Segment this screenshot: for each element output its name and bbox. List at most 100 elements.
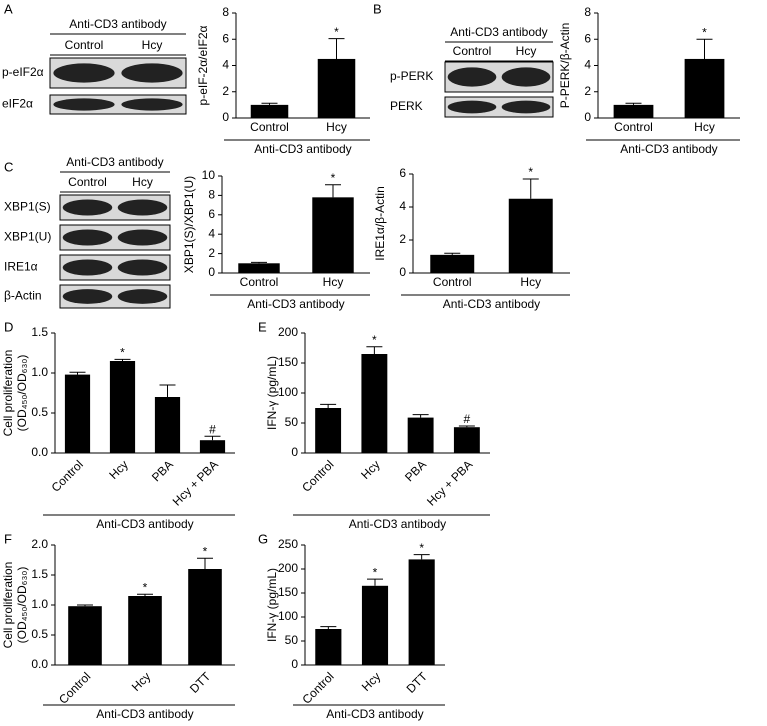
bar: [109, 361, 136, 453]
error-bar: [137, 593, 153, 596]
y-tick-label: 0: [291, 657, 298, 671]
blot-header: Anti-CD3 antibody: [66, 155, 163, 169]
x-tick-label: Control: [49, 457, 86, 494]
y-tick-label: 2: [222, 84, 229, 98]
blot-band: [53, 63, 115, 83]
y-tick-label: 6: [584, 31, 591, 45]
y-tick-label: 4: [222, 58, 229, 72]
significance-mark: *: [702, 25, 707, 39]
y-axis-title: (OD₄₅₀/OD₆₃₀): [15, 567, 29, 644]
y-tick-label: 0.5: [31, 627, 48, 641]
y-axis-title: P-PERK/β-Actin: [558, 23, 572, 109]
bar: [128, 596, 162, 665]
panel-label: B: [373, 1, 382, 16]
y-tick-label: 4: [399, 199, 406, 213]
x-tick-label: PBA: [402, 457, 429, 484]
y-axis-title: IRE1α/β-Actin: [373, 186, 387, 261]
bar: [453, 427, 480, 453]
y-tick-label: 200: [278, 561, 298, 575]
x-tick-label: Hcy: [129, 669, 154, 694]
x-axis-title: Anti-CD3 antibody: [96, 517, 193, 531]
significance-mark: *: [334, 25, 339, 39]
x-tick-label: Control: [433, 275, 472, 289]
y-tick-label: 200: [278, 325, 298, 339]
bar: [361, 585, 389, 665]
y-tick-label: 1.0: [31, 597, 48, 611]
significance-mark: #: [209, 422, 216, 436]
error-bar: [444, 252, 461, 255]
error-bar: [366, 346, 383, 354]
x-tick-label: Hcy: [359, 669, 384, 694]
x-tick-label: Control: [614, 120, 653, 134]
y-tick-label: 0: [399, 265, 406, 279]
y-tick-label: 8: [208, 188, 215, 202]
y-tick-label: 0: [222, 110, 229, 124]
error-bar: [204, 435, 221, 441]
y-tick-label: 0.0: [31, 657, 48, 671]
x-axis-title: Anti-CD3 antibody: [96, 707, 193, 721]
blot-band: [121, 98, 183, 111]
y-tick-label: 6: [208, 207, 215, 221]
y-tick-label: 2: [208, 246, 215, 260]
blot-header: Anti-CD3 antibody: [69, 17, 166, 31]
y-tick-label: 250: [278, 537, 298, 551]
y-tick-label: 100: [278, 609, 298, 623]
blot-band: [447, 100, 497, 114]
y-tick-label: 1.5: [31, 325, 48, 339]
bar: [430, 254, 475, 273]
x-tick-label: Hcy: [323, 275, 344, 289]
blot-row-label: PERK: [390, 99, 423, 113]
panel-label: C: [4, 159, 13, 174]
y-tick-label: 0.0: [31, 445, 48, 459]
bar: [250, 104, 289, 118]
lane-label: Hcy: [132, 175, 153, 189]
error-bar: [77, 604, 93, 607]
blot-band: [117, 229, 168, 246]
error-bar: [197, 557, 213, 569]
x-tick-label: DTT: [404, 669, 431, 696]
error-bar: [320, 403, 337, 408]
y-tick-label: 4: [584, 58, 591, 72]
error-bar: [522, 178, 539, 199]
y-tick-label: 50: [285, 415, 299, 429]
y-axis-title: XBP1(S)/XBP1(U): [182, 176, 196, 273]
error-bar: [325, 184, 341, 198]
bar: [684, 58, 725, 118]
blot-row-label: p-eIF2α: [2, 65, 44, 79]
y-tick-label: 8: [222, 5, 229, 19]
x-tick-label: Hcy: [106, 457, 131, 482]
panel-label: G: [258, 531, 268, 546]
blot-row-label: p-PERK: [390, 69, 433, 83]
significance-mark: *: [419, 541, 424, 555]
blot-row-label: XBP1(S): [4, 200, 51, 214]
bar: [312, 197, 354, 273]
error-bar: [412, 414, 429, 418]
y-axis-title: p-eIF-2α/eIF2α: [196, 25, 210, 105]
bar: [199, 440, 226, 453]
blot-band: [501, 67, 551, 87]
y-tick-label: 0: [584, 110, 591, 124]
blot-row-label: β-Actin: [4, 289, 42, 303]
y-tick-label: 0: [208, 265, 215, 279]
bar: [315, 629, 342, 665]
blot-header: Anti-CD3 antibody: [450, 25, 547, 39]
error-bar: [328, 38, 345, 59]
bar: [188, 569, 222, 665]
x-tick-label: Control: [250, 120, 289, 134]
x-tick-label: Hcy: [326, 120, 347, 134]
error-bar: [114, 358, 131, 361]
error-bar: [625, 102, 642, 105]
blot-band: [62, 199, 113, 216]
blot-band: [62, 229, 113, 246]
lane-label: Hcy: [516, 44, 537, 58]
y-tick-label: 8: [584, 5, 591, 19]
x-tick-label: Control: [240, 275, 279, 289]
y-tick-label: 1.0: [31, 365, 48, 379]
bar: [68, 606, 102, 665]
y-tick-label: 6: [222, 31, 229, 45]
y-axis-title: IFN-γ (pg/mL): [265, 568, 279, 642]
significance-mark: *: [143, 580, 148, 594]
significance-mark: *: [331, 171, 336, 185]
blot-row-label: XBP1(U): [4, 230, 51, 244]
